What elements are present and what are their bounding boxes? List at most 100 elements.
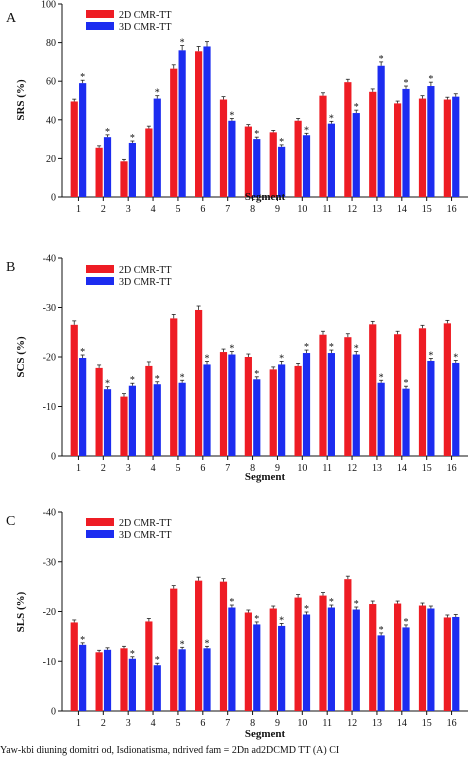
y-tick-label: -30 [43,557,56,568]
bar-2d-segment-3 [120,648,128,711]
bar-3d-segment-9 [278,364,286,456]
y-tick-label: 0 [51,452,56,463]
bar-2d-segment-5 [170,318,178,456]
bar-2d-segment-10 [294,597,302,711]
x-tick-label: 8 [250,463,255,474]
bar-3d-segment-2 [103,137,112,197]
panel-label: C [6,514,15,529]
x-tick-label: 16 [447,718,457,729]
y-tick-label: -20 [43,607,56,618]
bar-3d-segment-2 [103,389,112,456]
bar-3d-segment-7 [228,120,236,197]
bar-3d-segment-6 [203,364,211,456]
bar-3d-segment-13 [377,382,385,456]
x-tick-label: 6 [200,463,205,474]
significance-star: * [229,344,234,355]
significance-star: * [279,353,284,364]
bar-3d-segment-5 [178,382,186,456]
bar-3d-segment-6 [203,648,211,711]
x-axis-label: Segment [245,728,286,740]
bar-2d-segment-14 [394,334,402,456]
significance-star: * [254,129,259,140]
bar-3d-segment-8 [253,624,261,711]
bar-3d-segment-10 [302,135,311,197]
bar-3d-segment-4 [153,665,161,711]
significance-star: * [379,625,384,636]
bar-3d-segment-14 [402,388,410,456]
x-axis-label: Segment [245,191,286,203]
bar-2d-segment-1 [70,101,78,197]
x-tick-label: 2 [101,204,106,215]
bar-2d-segment-5 [170,588,178,711]
significance-star: * [180,37,185,48]
bar-2d-segment-6 [195,309,203,456]
significance-star: * [329,597,334,608]
bar-3d-segment-4 [153,384,161,456]
significance-star: * [80,347,85,358]
x-tick-label: 16 [447,463,457,474]
y-tick-label: -40 [43,254,56,265]
panel-label: A [6,11,17,26]
bar-2d-segment-4 [145,621,153,711]
bar-3d-segment-11 [327,607,335,711]
significance-star: * [329,113,334,124]
legend-swatch-2d [86,10,114,18]
x-tick-label: 12 [347,204,357,215]
bar-2d-segment-5 [170,68,178,197]
bar-3d-segment-12 [352,354,360,456]
bar-2d-segment-6 [195,51,203,197]
legend-swatch-3d [86,530,114,538]
y-tick-label: 80 [46,38,56,49]
bar-3d-segment-11 [327,123,335,197]
bar-3d-segment-13 [377,65,385,197]
legend-swatch-3d [86,22,114,30]
x-tick-label: 14 [397,204,407,215]
y-tick-label: -30 [43,303,56,314]
x-tick-label: 15 [422,718,432,729]
significance-star: * [180,639,185,650]
x-tick-label: 13 [372,204,382,215]
x-tick-label: 4 [151,463,156,474]
y-tick-label: -10 [43,657,56,668]
bar-3d-segment-6 [203,46,211,198]
bar-3d-segment-16 [452,96,460,197]
x-tick-label: 8 [250,718,255,729]
significance-star: * [130,133,135,144]
panel-label: B [6,260,15,275]
significance-star: * [254,369,259,380]
x-tick-label: 7 [225,204,230,215]
significance-star: * [229,597,234,608]
x-tick-label: 2 [101,463,106,474]
significance-star: * [80,72,85,83]
bar-2d-segment-2 [95,367,103,456]
significance-star: * [354,102,359,113]
significance-star: * [180,372,185,383]
bar-2d-segment-16 [443,99,451,197]
y-tick-label: 20 [46,154,56,165]
x-tick-label: 3 [126,204,131,215]
bar-2d-segment-10 [294,120,302,197]
x-tick-label: 12 [347,718,357,729]
bar-3d-segment-16 [452,362,460,456]
significance-star: * [453,352,458,363]
x-tick-label: 15 [422,204,432,215]
bar-2d-segment-16 [443,617,451,711]
significance-star: * [428,350,433,361]
significance-star: * [279,615,284,626]
bar-3d-segment-9 [278,146,286,197]
bar-3d-segment-16 [452,616,460,711]
significance-star: * [329,342,334,353]
y-tick-label: -10 [43,402,56,413]
significance-star: * [155,88,160,99]
bar-3d-segment-15 [427,608,435,711]
legend-swatch-3d [86,277,114,285]
bar-2d-segment-8 [244,357,252,456]
x-tick-label: 11 [322,718,332,729]
bar-2d-segment-12 [344,337,352,456]
bar-2d-segment-9 [269,608,277,711]
x-tick-label: 13 [372,718,382,729]
x-tick-label: 13 [372,463,382,474]
bar-3d-segment-3 [128,385,136,456]
bar-2d-segment-11 [319,334,327,456]
bar-2d-segment-9 [269,369,277,456]
